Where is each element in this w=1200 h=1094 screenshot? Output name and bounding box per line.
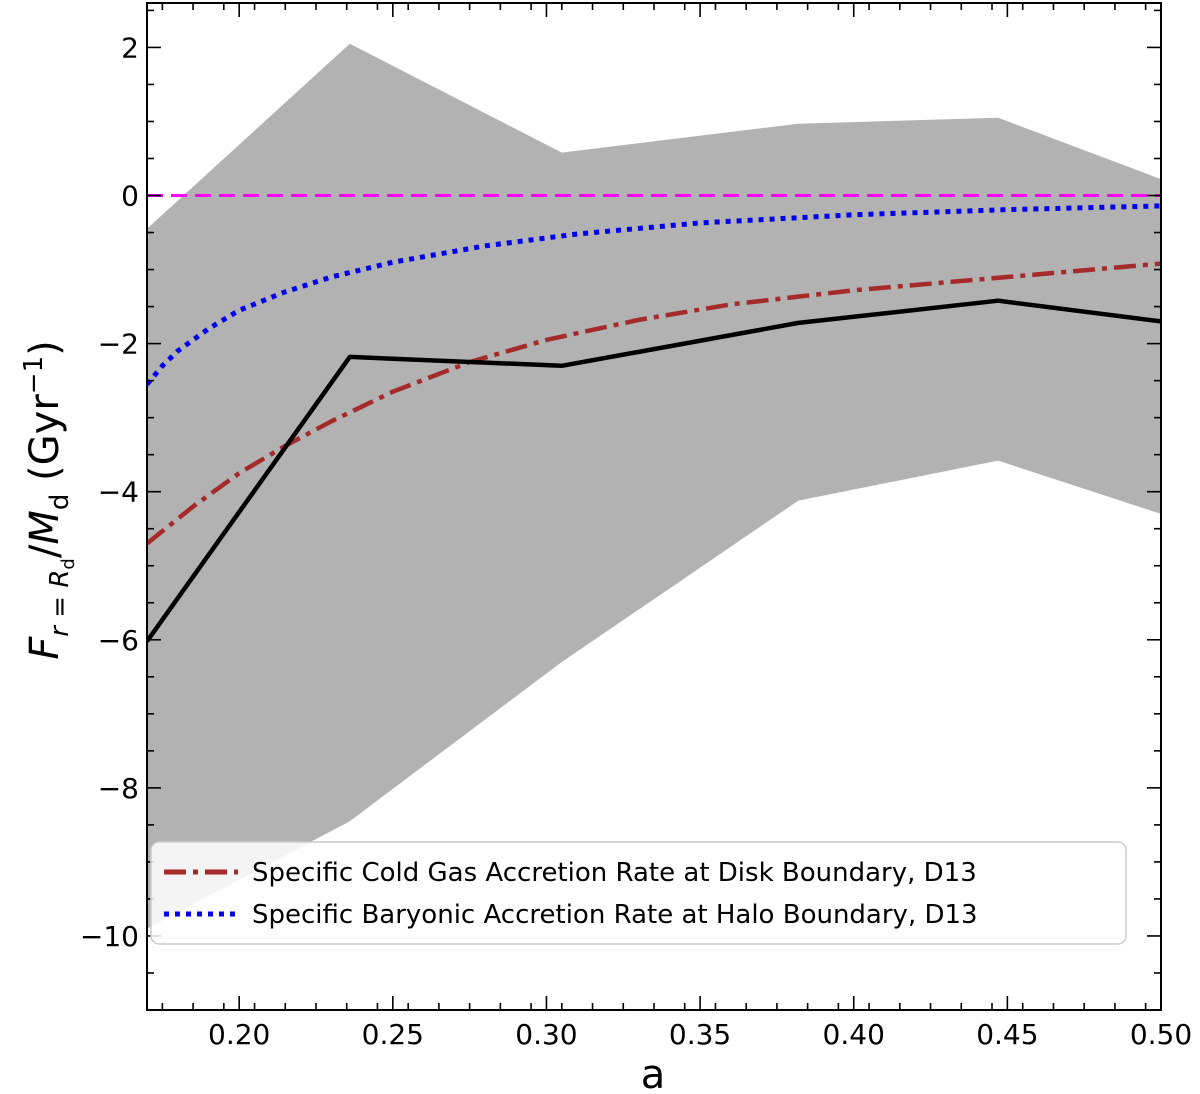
x-tick-label: 0.35 (669, 1018, 731, 1051)
axis-ticks (147, 3, 1162, 1010)
legend: Specific Cold Gas Accretion Rate at Disk… (150, 841, 1127, 945)
y-axis-label: Fr = Rd/Md (Gyr−1) (19, 340, 79, 659)
shaded-band (147, 43, 1161, 929)
x-tick-label: 0.50 (1130, 1018, 1192, 1051)
series-line-measured (147, 298, 1161, 643)
y-tick-label: −6 (98, 624, 139, 657)
x-tick-label: 0.25 (362, 1018, 424, 1051)
y-tick-label: −2 (98, 328, 139, 361)
tick-labels: 0.20 0.25 0.30 0.35 0.40 0.45 0.50 2 0 −2 −4 −6 −8 −1… (80, 31, 1192, 1051)
x-tick-label: 0.20 (208, 1018, 270, 1051)
y-tick-label: −10 (80, 920, 139, 953)
x-tick-label: 0.30 (515, 1018, 577, 1051)
y-tick-label: −4 (98, 476, 139, 509)
plot-frame (146, 2, 1162, 1011)
x-axis-label: a (641, 1052, 666, 1094)
legend-box (150, 841, 1127, 945)
legend-label-cold-gas: Specific Cold Gas Accretion Rate at Disk… (252, 858, 977, 888)
y-tick-label: −8 (98, 772, 139, 805)
legend-label-baryonic: Specific Baryonic Accretion Rate at Halo… (252, 900, 978, 930)
x-tick-label: 0.45 (976, 1018, 1038, 1051)
x-tick-label: 0.40 (823, 1018, 885, 1051)
y-tick-label: 2 (121, 31, 139, 64)
series-line-baryonic (147, 203, 1161, 386)
plot-content (147, 43, 1161, 929)
plot-area (147, 43, 1161, 929)
y-tick-label: 0 (121, 180, 139, 213)
